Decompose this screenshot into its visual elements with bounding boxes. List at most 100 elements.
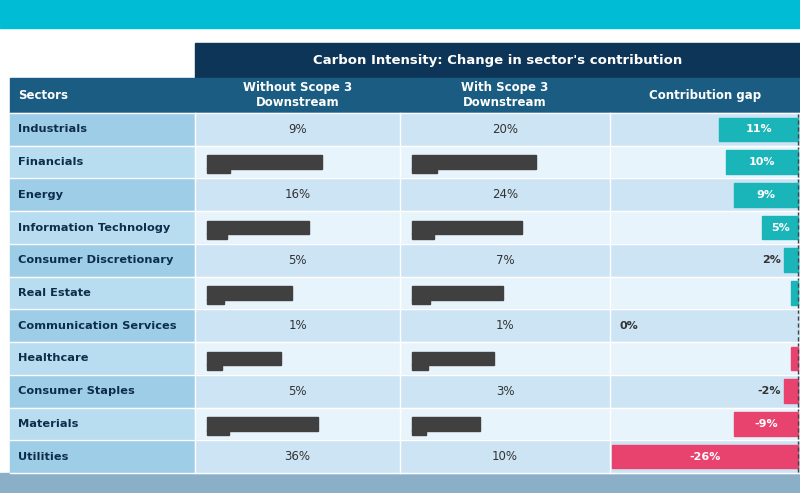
Text: 5%: 5% [288,254,306,267]
Text: Without Scope 3
Downstream: Without Scope 3 Downstream [243,81,352,109]
Bar [400,244,610,277]
Text: 11%: 11% [746,124,772,135]
Text: 36%: 36% [285,450,310,463]
Bar [400,78,610,113]
Bar [610,211,800,244]
Bar [400,342,610,375]
Bar [610,178,800,211]
Bar [726,150,798,174]
Bar [610,408,800,440]
Bar [610,342,800,375]
Text: Energy: Energy [18,190,63,200]
Text: -9%: -9% [754,419,778,429]
Bar [195,146,400,178]
Bar [207,233,227,239]
Bar [412,221,522,234]
Bar [412,155,535,169]
Bar [400,146,610,178]
Text: Consumer Staples: Consumer Staples [18,386,134,396]
Bar [207,299,224,304]
Bar [195,440,400,473]
Bar [0,473,800,493]
Bar [195,408,400,440]
Bar [412,430,426,435]
Text: With Scope 3
Downstream: With Scope 3 Downstream [462,81,549,109]
Bar [412,417,480,431]
Bar [10,244,195,277]
Bar [195,375,400,408]
Bar [195,211,400,244]
Bar [207,417,318,431]
Text: Information Technology: Information Technology [18,222,170,233]
Text: 1%: 1% [288,319,307,332]
Text: Carbon Intensity: Change in sector's contribution: Carbon Intensity: Change in sector's con… [313,54,682,67]
Bar [719,118,798,141]
Bar [610,146,800,178]
Bar [610,375,800,408]
Bar [195,310,400,342]
Bar [10,375,195,408]
Bar [207,155,322,169]
Text: 3%: 3% [496,385,514,398]
Bar [195,113,400,146]
Text: 24%: 24% [492,188,518,201]
Bar [207,286,292,300]
Bar [10,211,195,244]
Bar [400,211,610,244]
Bar [207,364,222,370]
Bar [10,342,195,375]
Bar [195,43,800,78]
Bar [10,440,195,473]
Bar [10,113,195,146]
Bar [207,168,230,174]
Bar [10,146,195,178]
Text: Financials: Financials [18,157,83,167]
Bar [400,310,610,342]
Bar [412,286,503,300]
Text: Industrials: Industrials [18,124,87,135]
Bar [762,216,798,239]
Text: 10%: 10% [749,157,775,167]
Bar [612,445,798,468]
Text: 5%: 5% [770,222,790,233]
Bar [10,310,195,342]
Bar [10,408,195,440]
Bar [207,221,309,234]
Bar [195,277,400,310]
Bar [400,375,610,408]
Text: -26%: -26% [690,452,721,461]
Bar [0,0,800,28]
Bar [10,277,195,310]
Bar [10,78,195,113]
Text: Materials: Materials [18,419,78,429]
Bar [734,183,798,207]
Bar [400,178,610,211]
Bar [400,277,610,310]
Bar [784,248,798,272]
Bar [412,364,428,370]
Text: 20%: 20% [492,123,518,136]
Bar [400,440,610,473]
Bar [195,178,400,211]
Bar [207,430,229,435]
Bar [195,244,400,277]
Bar [784,380,798,403]
Bar [610,78,800,113]
Bar [412,168,437,174]
Text: Real Estate: Real Estate [18,288,91,298]
Text: 9%: 9% [288,123,307,136]
Text: 1%: 1% [496,319,514,332]
Bar [10,43,195,78]
Text: Communication Services: Communication Services [18,321,177,331]
Bar [610,440,800,473]
Text: Healthcare: Healthcare [18,353,89,363]
Text: Sectors: Sectors [18,89,68,102]
Text: 2%: 2% [762,255,781,265]
Bar [610,113,800,146]
Bar [610,310,800,342]
Text: 5%: 5% [288,385,306,398]
Text: -2%: -2% [757,386,781,396]
Bar [400,408,610,440]
Bar [791,281,798,305]
Bar [412,233,434,239]
